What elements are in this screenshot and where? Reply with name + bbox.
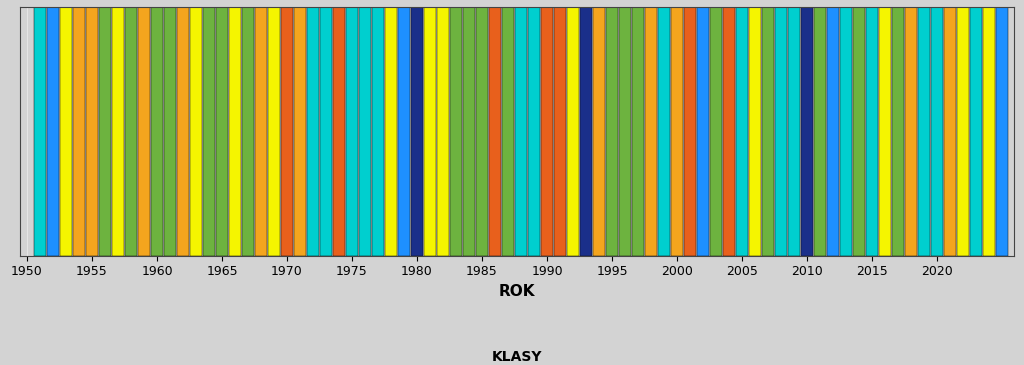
Bar <box>528 7 540 256</box>
Bar <box>892 7 904 256</box>
Bar <box>684 7 696 256</box>
Bar <box>489 7 501 256</box>
Bar <box>879 7 891 256</box>
Bar <box>450 7 462 256</box>
Bar <box>385 7 397 256</box>
Bar <box>242 7 254 256</box>
Bar <box>346 7 358 256</box>
Bar <box>919 7 930 256</box>
Bar <box>476 7 488 256</box>
Bar <box>164 7 176 256</box>
Bar <box>606 7 618 256</box>
Bar <box>229 7 241 256</box>
Bar <box>125 7 137 256</box>
Bar <box>437 7 449 256</box>
Bar <box>359 7 371 256</box>
Bar <box>99 7 111 256</box>
Bar <box>372 7 384 256</box>
Bar <box>86 7 98 256</box>
Bar <box>333 7 345 256</box>
Bar <box>620 7 631 256</box>
Bar <box>736 7 748 256</box>
Bar <box>580 7 592 256</box>
Bar <box>73 7 85 256</box>
Bar <box>47 7 59 256</box>
Bar <box>996 7 1008 256</box>
Bar <box>541 7 553 256</box>
Bar <box>645 7 657 256</box>
Bar <box>671 7 683 256</box>
Bar <box>697 7 709 256</box>
Bar <box>60 7 72 256</box>
Bar <box>750 7 761 256</box>
Bar <box>931 7 943 256</box>
Bar <box>268 7 280 256</box>
Bar <box>255 7 267 256</box>
Bar <box>138 7 150 256</box>
Bar <box>632 7 644 256</box>
Bar <box>775 7 787 256</box>
Bar <box>151 7 163 256</box>
Bar <box>658 7 670 256</box>
Bar <box>281 7 293 256</box>
X-axis label: ROK: ROK <box>499 284 536 299</box>
Bar <box>957 7 969 256</box>
Bar <box>593 7 605 256</box>
Bar <box>788 7 800 256</box>
Bar <box>216 7 228 256</box>
Bar <box>515 7 527 256</box>
Bar <box>177 7 189 256</box>
Bar <box>905 7 918 256</box>
Bar <box>411 7 423 256</box>
Bar <box>853 7 865 256</box>
Bar <box>112 7 124 256</box>
Bar <box>840 7 852 256</box>
Bar <box>762 7 774 256</box>
Bar <box>294 7 306 256</box>
Bar <box>34 7 46 256</box>
Bar <box>983 7 995 256</box>
Bar <box>203 7 215 256</box>
Bar <box>944 7 956 256</box>
Bar <box>567 7 579 256</box>
Bar <box>321 7 332 256</box>
Bar <box>554 7 566 256</box>
Bar <box>827 7 839 256</box>
Bar <box>866 7 878 256</box>
Bar <box>710 7 722 256</box>
Bar <box>307 7 319 256</box>
Bar <box>190 7 202 256</box>
Bar <box>424 7 436 256</box>
Bar <box>723 7 735 256</box>
Bar <box>970 7 982 256</box>
Bar <box>398 7 410 256</box>
Bar <box>463 7 475 256</box>
Bar <box>814 7 826 256</box>
Legend: skrajnie sucho, bardzo sucho, sucho, norma, wilgotno, bardzo wilgotno, skrajnie : skrajnie sucho, bardzo sucho, sucho, nor… <box>135 345 899 365</box>
Bar <box>801 7 813 256</box>
Bar <box>502 7 514 256</box>
